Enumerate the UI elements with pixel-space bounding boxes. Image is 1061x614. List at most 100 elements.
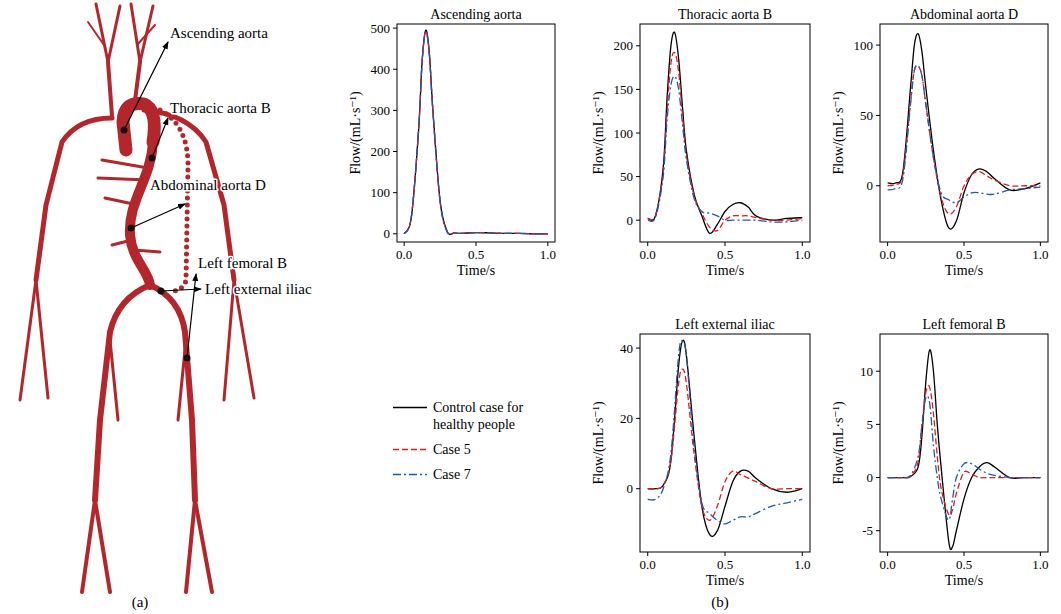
series-group bbox=[888, 350, 1041, 550]
artery bbox=[96, 4, 108, 62]
tick-label: 0 bbox=[627, 481, 634, 496]
axis-title: Time/s bbox=[706, 573, 744, 588]
tick-label: 0.5 bbox=[956, 557, 972, 572]
chart-panel: 020400.00.51.0Left external iliacTime/sF… bbox=[591, 317, 810, 588]
series-line bbox=[648, 32, 803, 233]
artery bbox=[105, 198, 138, 205]
tick bbox=[404, 242, 405, 246]
chart-title: Left femoral B bbox=[922, 317, 1005, 332]
artery bbox=[95, 500, 110, 592]
plot-frame bbox=[397, 24, 555, 242]
tick-label: 100 bbox=[854, 38, 874, 53]
tick bbox=[887, 552, 888, 556]
tick-label: 0.0 bbox=[880, 557, 896, 572]
artery bbox=[82, 500, 95, 592]
tick bbox=[636, 418, 640, 419]
series-line bbox=[404, 31, 548, 234]
series-group bbox=[648, 32, 803, 233]
tick bbox=[725, 242, 726, 246]
tick-label: 1.0 bbox=[1032, 247, 1048, 262]
tick-label: -5 bbox=[862, 523, 873, 538]
site-dot bbox=[184, 355, 191, 362]
tick bbox=[1040, 242, 1041, 246]
tick bbox=[636, 89, 640, 90]
tick-label: 1.0 bbox=[540, 247, 556, 262]
chart-panel: 01002003004005000.00.51.0Ascending aorta… bbox=[348, 7, 556, 278]
tick-label: 300 bbox=[371, 103, 391, 118]
artery bbox=[88, 22, 104, 45]
chart-panel: 0501000.00.51.0Abdominal aorta DTime/sFl… bbox=[831, 7, 1048, 278]
tick bbox=[876, 477, 880, 478]
tick-label: 0 bbox=[867, 470, 874, 485]
chart-title: Abdominal aorta D bbox=[910, 7, 1018, 22]
legend-label: Case 7 bbox=[433, 467, 471, 482]
tick bbox=[393, 151, 397, 152]
site-dot bbox=[158, 288, 165, 295]
tick bbox=[876, 185, 880, 186]
tick-label: 0.0 bbox=[880, 247, 896, 262]
artery bbox=[224, 280, 234, 400]
tick bbox=[636, 488, 640, 489]
tick bbox=[636, 45, 640, 46]
artery bbox=[102, 160, 148, 168]
tick bbox=[876, 530, 880, 531]
tick bbox=[876, 115, 880, 116]
series-group bbox=[888, 34, 1041, 230]
tick bbox=[802, 242, 803, 246]
tick bbox=[1040, 552, 1041, 556]
series-line bbox=[888, 65, 1041, 202]
axis-title: Flow/(mL·s⁻¹) bbox=[591, 401, 607, 484]
series-line bbox=[888, 386, 1041, 516]
tick-label: 0.5 bbox=[468, 247, 484, 262]
artery bbox=[20, 280, 36, 400]
tick-label: 100 bbox=[371, 185, 391, 200]
tick-label: 5 bbox=[867, 417, 874, 432]
tick bbox=[547, 242, 548, 246]
tick bbox=[647, 242, 648, 246]
series-line bbox=[404, 30, 548, 234]
axis-title: Time/s bbox=[706, 263, 744, 278]
tick-label: 0 bbox=[867, 178, 874, 193]
artery bbox=[150, 285, 195, 500]
series-group bbox=[648, 340, 803, 536]
legend-swatch bbox=[393, 407, 427, 408]
artery bbox=[131, 4, 140, 62]
tick bbox=[964, 552, 965, 556]
tick-label: 0.5 bbox=[717, 557, 733, 572]
tick-label: 0.5 bbox=[956, 247, 972, 262]
series-line bbox=[888, 350, 1041, 550]
chart-panel: -505100.00.51.0Left femoral BTime/sFlow/… bbox=[831, 317, 1048, 588]
artery-diagram: Ascending aortaThoracic aorta BAbdominal… bbox=[20, 4, 312, 592]
plot-frame bbox=[640, 24, 810, 242]
artery bbox=[178, 340, 186, 420]
artery bbox=[36, 118, 112, 280]
background bbox=[0, 0, 1061, 614]
artery bbox=[98, 178, 147, 180]
tick-label: 0.5 bbox=[717, 247, 733, 262]
series-line bbox=[888, 396, 1041, 520]
tick-label: 0 bbox=[627, 213, 634, 228]
artery bbox=[186, 500, 195, 592]
artery bbox=[112, 240, 132, 245]
tick-label: 40 bbox=[620, 341, 633, 356]
leader-arrow bbox=[187, 274, 196, 358]
leader-arrow bbox=[161, 289, 201, 291]
chart-panel: 0501001502000.00.51.0Thoracic aorta BTim… bbox=[591, 7, 810, 278]
graft bbox=[160, 110, 188, 292]
tick-label: 1.0 bbox=[794, 557, 810, 572]
artery bbox=[95, 285, 150, 500]
tick bbox=[636, 133, 640, 134]
axis-title: Flow/(mL·s⁻¹) bbox=[831, 91, 847, 174]
site-dot bbox=[149, 155, 156, 162]
plot-frame bbox=[880, 24, 1048, 242]
tick-label: 100 bbox=[614, 126, 634, 141]
chart-title: Ascending aorta bbox=[430, 7, 522, 22]
series-line bbox=[648, 76, 803, 222]
tick bbox=[393, 69, 397, 70]
leader-arrow bbox=[152, 118, 168, 158]
legend: Control case forhealthy peopleCase 5Case… bbox=[393, 400, 524, 482]
series-line bbox=[648, 341, 803, 524]
series-line bbox=[648, 340, 803, 536]
chart-title: Thoracic aorta B bbox=[678, 7, 772, 22]
tick-label: 1.0 bbox=[1032, 557, 1048, 572]
